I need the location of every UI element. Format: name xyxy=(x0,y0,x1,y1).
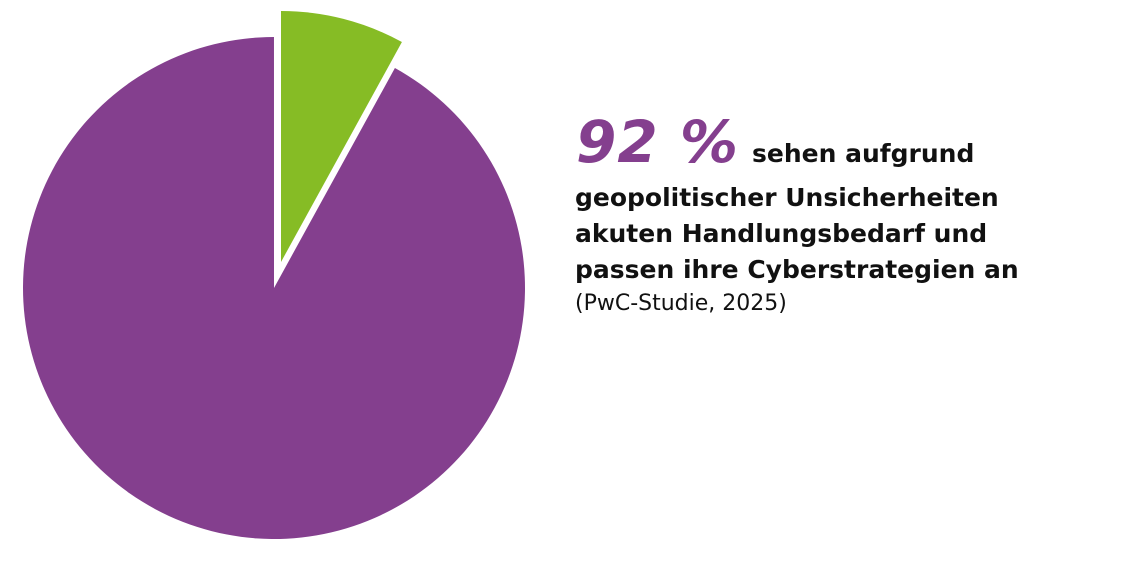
pie-slice-92 xyxy=(23,37,525,539)
headline-percent: 92 % xyxy=(576,108,740,176)
pie-slice-8 xyxy=(281,11,402,262)
headline-line-4: passen ihre Cyberstrategien an xyxy=(575,255,1019,284)
headline-line-1: sehen aufgrund xyxy=(752,139,975,168)
headline-line-2: geopolitischer Unsicherheiten xyxy=(575,183,999,212)
source-note: (PwC-Studie, 2025) xyxy=(575,291,787,316)
headline-line-3: akuten Handlungsbedarf und xyxy=(575,219,988,248)
